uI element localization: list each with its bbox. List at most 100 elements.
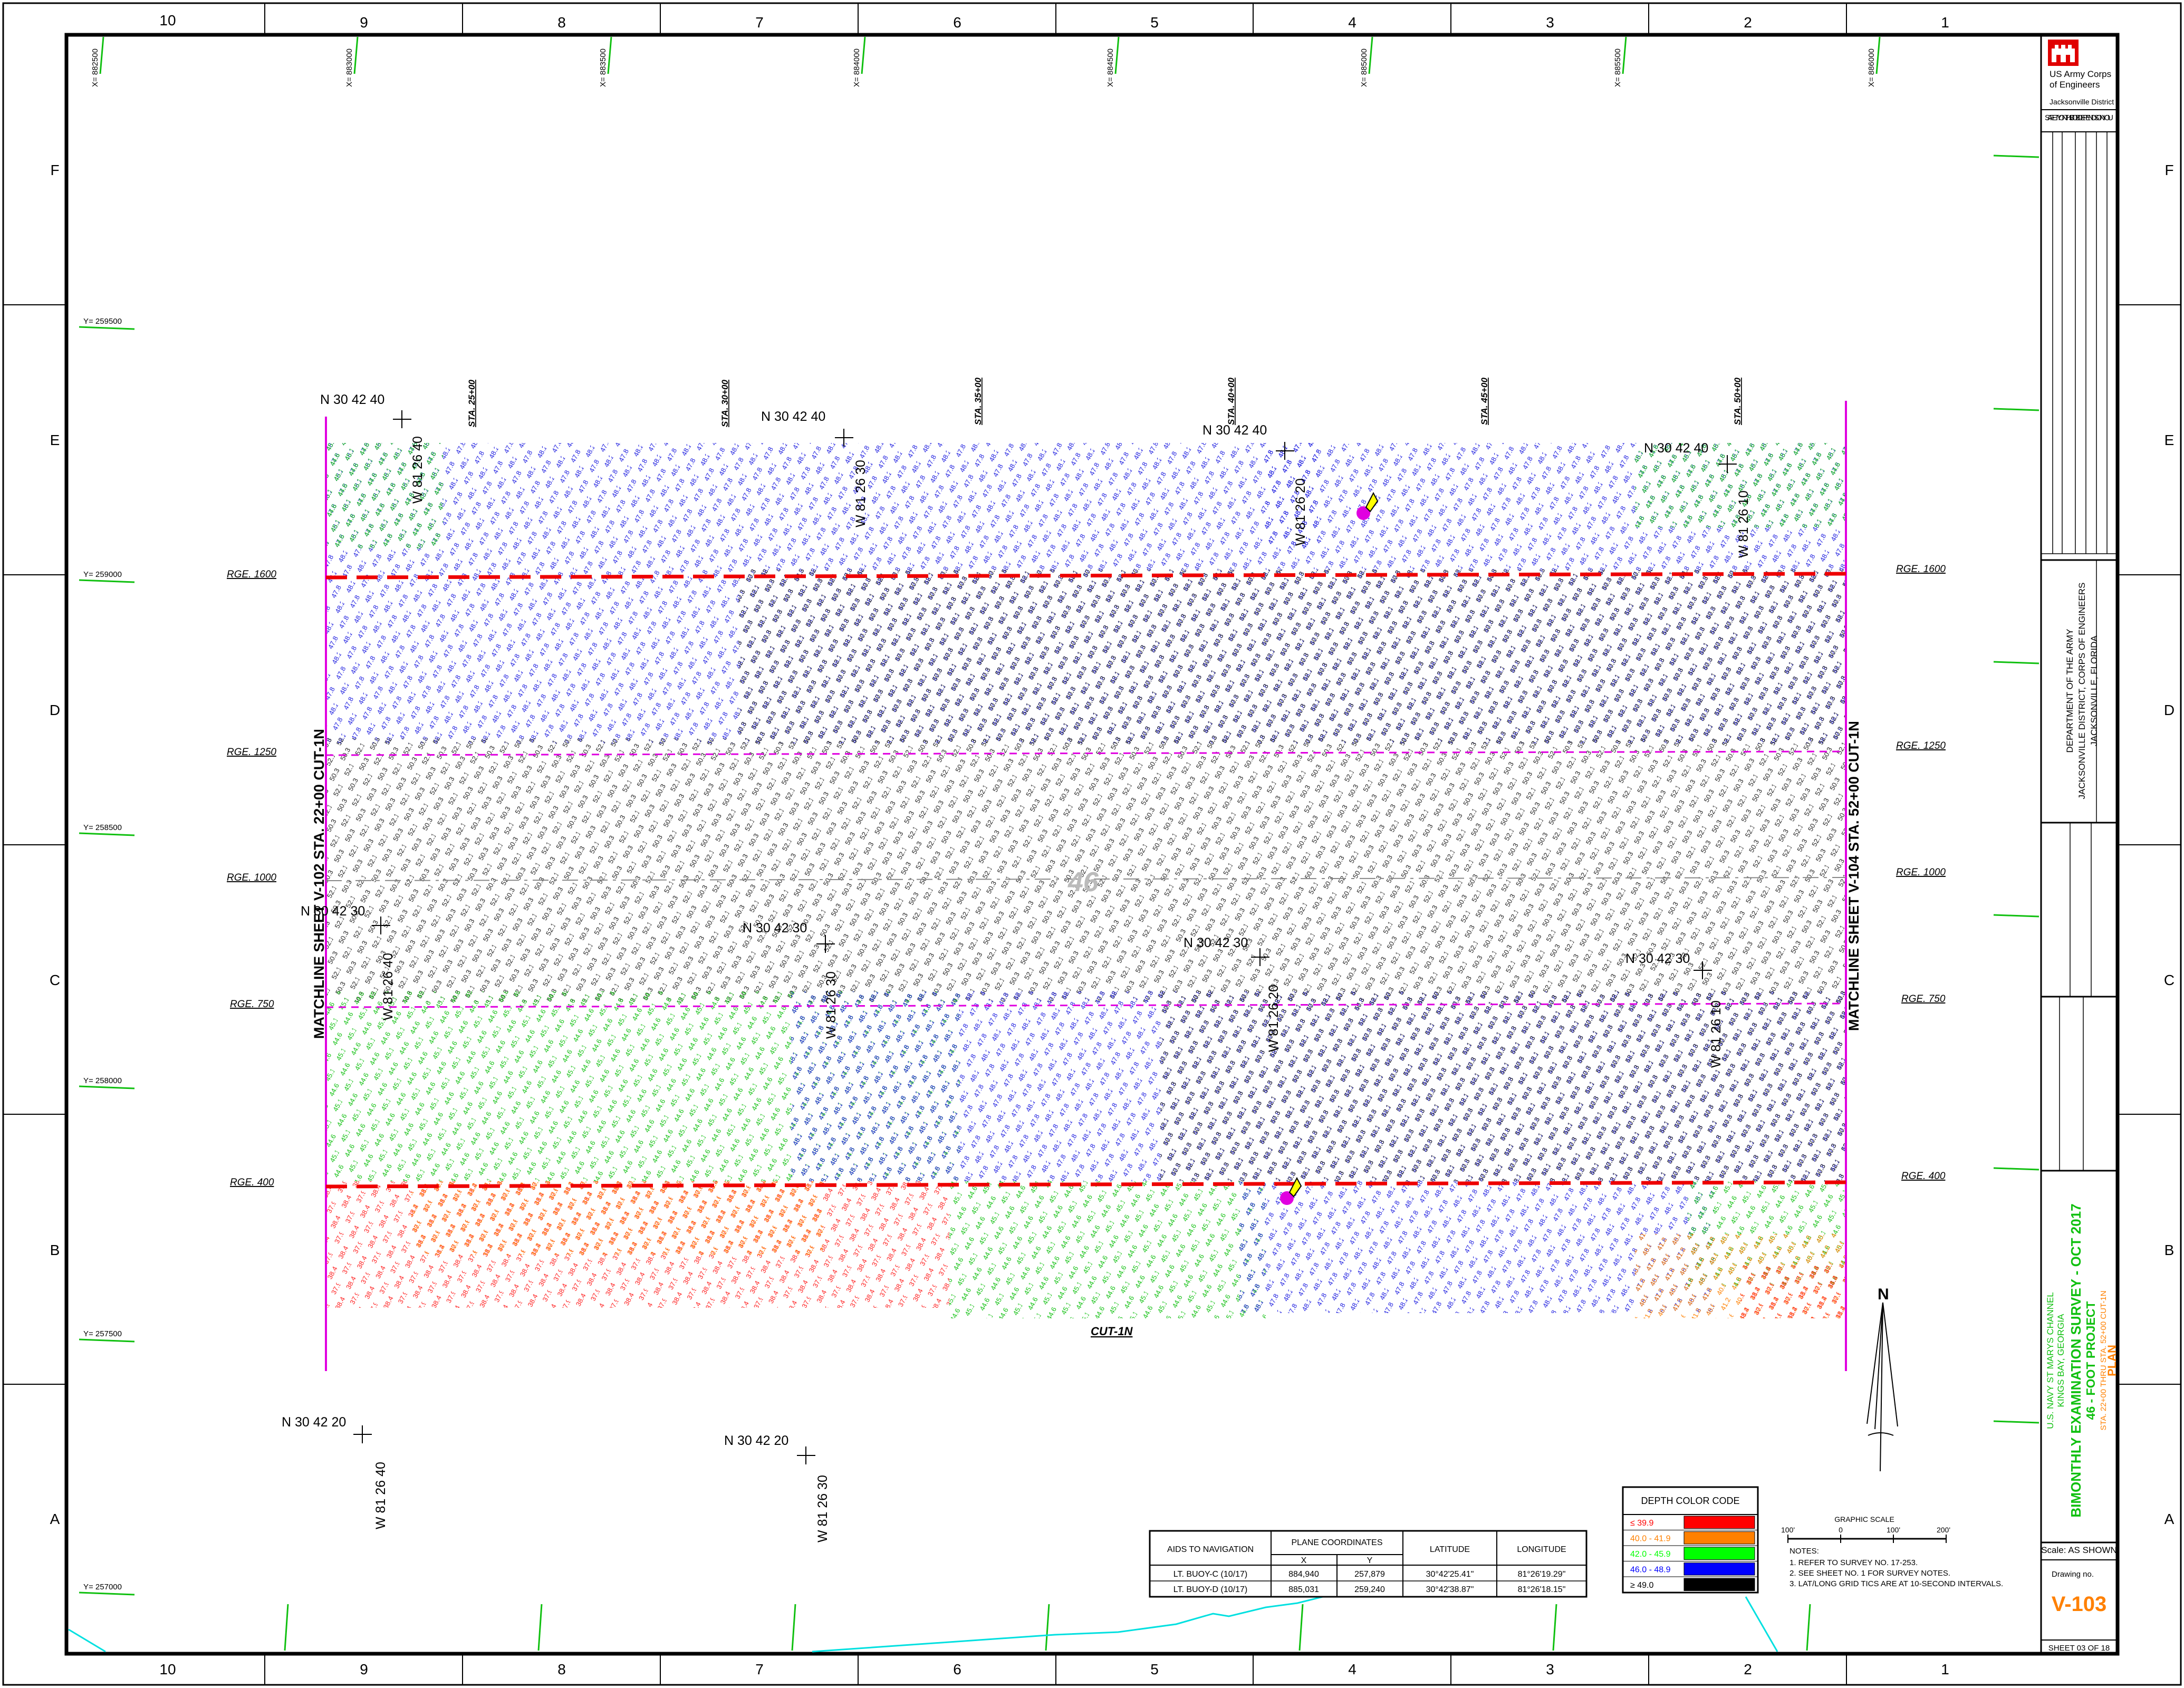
- y-tick-label: Y= 258500: [83, 823, 122, 832]
- rge-1600-left: RGE. 1600: [227, 569, 276, 580]
- table-row-y: 259,240: [1354, 1585, 1385, 1594]
- station-label: STA. 35+00: [973, 378, 983, 425]
- station-label: STA. 30+00: [720, 380, 730, 427]
- col-label-top: 6: [953, 14, 961, 31]
- depth-project: 46 - FOOT PROJECT: [2084, 1301, 2098, 1420]
- scale-label: Scale: AS SHOWN: [2041, 1545, 2117, 1555]
- col-label-top: 9: [360, 14, 368, 31]
- legend-swatch: [1683, 1547, 1755, 1560]
- station-label: STA. 50+00: [1733, 378, 1743, 425]
- north-arrow-icon: [1866, 1302, 1898, 1472]
- project-line1: U.S. NAVY ST MARYS CHANNEL: [2045, 1292, 2055, 1429]
- col-label-bottom: 9: [360, 1661, 368, 1677]
- table-row-x: 884,940: [1288, 1570, 1319, 1579]
- col-label-bottom: 1: [1941, 1661, 1949, 1677]
- row-labels: F E D C B A F E D C B A: [50, 162, 2175, 1527]
- row-label-left: D: [50, 702, 60, 718]
- table-row-x: 885,031: [1288, 1585, 1319, 1594]
- legend-swatch: [1683, 1516, 1755, 1529]
- lon-label: W 81 26 30: [853, 460, 868, 527]
- col-label-bottom: 2: [1744, 1661, 1752, 1677]
- column-dividers: [3, 3, 2181, 1685]
- scale-tick: 100': [1887, 1526, 1900, 1534]
- soundings-area: [327, 443, 1846, 1318]
- y-grid-labels: Y= 259500 Y= 259000 Y= 258500 Y= 258000 …: [83, 317, 122, 1591]
- lon-label: W 81 26 20: [1293, 478, 1308, 546]
- col-label-top: 10: [159, 12, 176, 28]
- lat-label: N 30 42 40: [761, 409, 825, 424]
- lat-label: N 30 42 30: [301, 904, 365, 919]
- aids-header: AIDS TO NAVIGATION: [1167, 1545, 1254, 1554]
- col-label-top: 1: [1941, 14, 1949, 31]
- legend-swatch: [1683, 1531, 1755, 1545]
- lat-label: N 30 42 20: [282, 1415, 346, 1430]
- sta-range: STA. 22+00 THRU STA. 52+00 CUT-1N: [2099, 1290, 2108, 1430]
- col-label-top: 2: [1744, 14, 1752, 31]
- lat-label: N 30 42 30: [743, 921, 807, 935]
- y-tick-label: Y= 258000: [83, 1076, 122, 1085]
- x-tick-label: X= 882500: [91, 49, 100, 87]
- org-line1: US Army Corps: [2050, 69, 2111, 79]
- table-row-lon: 81°26'19.29": [1518, 1570, 1566, 1579]
- drawing-no-label: Drawing no.: [2052, 1570, 2094, 1579]
- row-label-left: E: [50, 432, 60, 448]
- lon-header: LONGITUDE: [1517, 1545, 1566, 1554]
- note-item: 2. SEE SHEET NO. 1 FOR SURVEY NOTES.: [1789, 1569, 1950, 1578]
- notes: NOTES: 1. REFER TO SURVEY NO. 17-253. 2.…: [1789, 1547, 2003, 1588]
- row-label-left: B: [50, 1242, 60, 1258]
- lon-label: W 81 26 10: [1736, 490, 1751, 558]
- table-row-name: LT. BUOY-D (10/17): [1173, 1585, 1248, 1594]
- x-tick-label: X= 884000: [852, 49, 861, 87]
- col-label-bottom: 4: [1348, 1661, 1356, 1677]
- buoy-d-icon: [1356, 491, 1379, 520]
- column-labels: 10 9 8 7 6 5 4 3 2 1 10 9 8 7 6 5 4 3 2 …: [159, 12, 1949, 1677]
- depth-color-legend: DEPTH COLOR CODE ≤ 39.9 40.0 - 41.9 42.0 -…: [1622, 1486, 1759, 1594]
- y-tick-label: Y= 259500: [83, 317, 122, 326]
- legend-label: ≤ 39.9: [1630, 1519, 1653, 1528]
- station-labels: STA. 25+00 STA. 30+00 STA. 35+00 STA. 40…: [467, 378, 1743, 427]
- table-row-y: 257,879: [1354, 1570, 1385, 1579]
- lon-label: W 81 26 30: [824, 971, 839, 1039]
- row-label-left: C: [50, 972, 60, 988]
- org-line3: Jacksonville District: [2050, 98, 2114, 106]
- title-block: US Army Corps of Engineers Jacksonville …: [2040, 35, 2119, 1654]
- rge-750-left: RGE. 750: [230, 999, 274, 1010]
- col-label-bottom: 8: [557, 1661, 566, 1677]
- notes-title: NOTES:: [1789, 1547, 1819, 1556]
- sheet-number: SHEET 03 OF 18: [2048, 1644, 2110, 1653]
- row-label-left: F: [50, 162, 59, 178]
- aids-to-navigation-table: AIDS TO NAVIGATION PLANE COORDINATES X Y…: [1149, 1530, 1588, 1598]
- station-label: STA. 25+00: [467, 380, 477, 427]
- lon-label: W 81 26 10: [1709, 1000, 1724, 1068]
- table-row-name: LT. BUOY-C (10/17): [1173, 1570, 1248, 1579]
- x-tick-label: X= 884500: [1106, 49, 1115, 87]
- drawing-number: V-103: [2052, 1593, 2107, 1616]
- y-grid-ticks: [79, 155, 2039, 1596]
- lon-label: W 81 26 40: [381, 953, 396, 1020]
- row-label-left: A: [50, 1511, 60, 1527]
- lat-label: N 30 42 30: [1184, 935, 1248, 950]
- latlong-labels: N 30 42 40 W 81 26 40 N 30 42 40 W 81 26…: [282, 392, 1751, 1542]
- station-label: STA. 45+00: [1479, 378, 1489, 425]
- lat-label: N 30 42 40: [1202, 423, 1267, 438]
- legend-label: 42.0 - 45.9: [1630, 1550, 1671, 1559]
- shoreline: [68, 1586, 1778, 1653]
- rge-1250-right: RGE. 1250: [1896, 740, 1946, 751]
- buoy-c-icon: [1280, 1176, 1302, 1205]
- scale-tick: 0: [1839, 1526, 1843, 1534]
- rge-1000-left: RGE. 1000: [227, 872, 276, 883]
- lat-label: N 30 42 40: [320, 392, 384, 407]
- col-label-top: 8: [557, 14, 566, 31]
- legend-swatch: [1683, 1562, 1755, 1576]
- row-label-right: B: [2164, 1242, 2175, 1258]
- rge-1250-left: RGE. 1250: [227, 747, 276, 758]
- matchline-right-label: MATCHLINE SHEET V-104 STA. 52+00 CUT-1N: [1846, 721, 1862, 1031]
- row-label-right: D: [2164, 702, 2175, 718]
- lon-label: W 81 26 40: [373, 1462, 388, 1529]
- matchline-left-label: MATCHLINE SHEET V-102 STA. 22+00 CUT-1N: [311, 729, 327, 1039]
- legend-label: 46.0 - 48.9: [1630, 1566, 1671, 1575]
- lat-label: N 30 42 40: [1644, 441, 1708, 456]
- x-tick-label: X= 885000: [1360, 49, 1369, 87]
- x-grid-labels: X= 882500 X= 883000 X= 883500 X= 884000 …: [91, 49, 1876, 87]
- legend-label: ≥ 49.0: [1630, 1581, 1653, 1590]
